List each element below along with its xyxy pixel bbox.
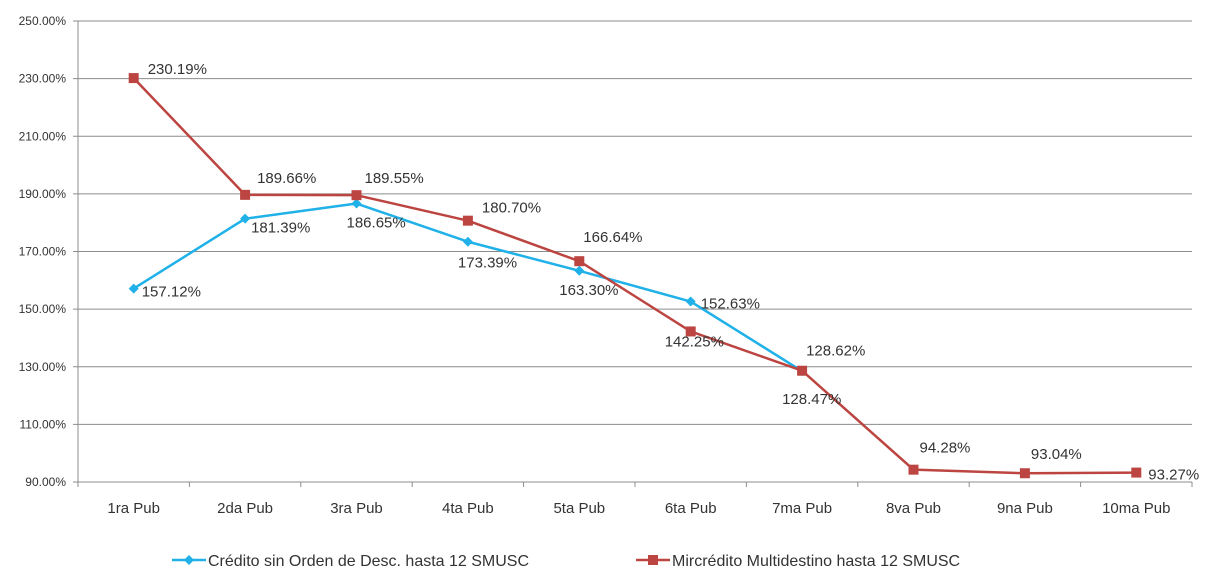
x-tick-label: 5ta Pub — [553, 500, 605, 517]
legend-marker — [184, 555, 194, 565]
series-lines — [132, 77, 1137, 475]
data-label: 166.64% — [583, 229, 642, 246]
y-tick-label: 210.00% — [19, 129, 67, 143]
data-label: 152.63% — [701, 296, 760, 313]
legend-label: Crédito sin Orden de Desc. hasta 12 SMUS… — [208, 553, 529, 570]
x-tick-label: 9na Pub — [997, 500, 1053, 517]
x-tick-label: 3ra Pub — [330, 500, 383, 517]
data-label: 189.66% — [257, 170, 316, 187]
data-label: 142.25% — [665, 333, 724, 350]
legend: Crédito sin Orden de Desc. hasta 12 SMUS… — [172, 553, 960, 570]
data-point-credito — [574, 265, 585, 276]
x-tick-label: 1ra Pub — [107, 500, 160, 517]
y-tick-label: 170.00% — [19, 245, 67, 259]
x-tick-label: 7ma Pub — [772, 500, 832, 517]
data-label: 128.62% — [806, 343, 865, 360]
data-label: 94.28% — [920, 440, 971, 457]
series-line-mircredito — [132, 77, 1137, 475]
data-label: 163.30% — [559, 282, 618, 299]
legend-label: Mircrédito Multidestino hasta 12 SMUSC — [672, 553, 960, 570]
y-axis: 250.00% 230.00% 210.00% 190.00% 170.00% 150.0… — [19, 14, 79, 489]
data-point-mircredito — [1019, 468, 1030, 479]
x-axis: 1ra Pub 2da Pub 3ra Pub 4ta Pub 5ta Pub 6ta P… — [77, 482, 1193, 517]
legend-marker — [648, 555, 658, 565]
y-tick-label: 150.00% — [19, 302, 67, 316]
data-label: 186.65% — [347, 215, 406, 232]
y-tick-label: 250.00% — [19, 14, 67, 28]
data-point-mircredito — [685, 326, 696, 337]
data-label: 93.27% — [1148, 467, 1199, 484]
data-point-mircredito — [908, 464, 919, 475]
data-point-mircredito — [574, 256, 585, 267]
data-point-credito — [351, 198, 362, 209]
x-tick-label: 4ta Pub — [442, 500, 494, 517]
x-tick-label: 6ta Pub — [665, 500, 717, 517]
data-point-mircredito — [128, 73, 139, 84]
x-tick-label: 2da Pub — [217, 500, 273, 517]
x-tick-label: 10ma Pub — [1102, 500, 1170, 517]
data-point-mircredito — [462, 215, 473, 226]
y-tick-label: 190.00% — [19, 187, 67, 201]
data-point-mircredito — [351, 190, 362, 201]
data-label: 189.55% — [365, 170, 424, 187]
data-label: 180.70% — [482, 200, 541, 217]
data-label: 181.39% — [251, 220, 310, 237]
data-label: 93.04% — [1031, 446, 1082, 463]
data-point-credito — [240, 213, 251, 224]
data-label: 173.39% — [458, 255, 517, 272]
data-point-mircredito — [1131, 467, 1142, 478]
y-tick-label: 230.00% — [19, 72, 67, 86]
y-tick-label: 110.00% — [20, 417, 67, 431]
data-label: 157.12% — [142, 284, 201, 301]
y-tick-label: 130.00% — [19, 360, 67, 374]
data-point-credito — [685, 296, 696, 307]
x-tick-label: 8va Pub — [886, 500, 941, 517]
data-point-mircredito — [797, 365, 808, 376]
data-point-mircredito — [240, 189, 251, 200]
series-markers — [128, 73, 1142, 479]
data-labels: 157.12% 181.39% 186.65% 173.39% 163.30% 152.6… — [142, 61, 1199, 484]
data-label: 230.19% — [148, 61, 207, 78]
y-tick-label: 90.00% — [25, 475, 66, 489]
data-label: 128.47% — [782, 391, 841, 408]
data-point-credito — [462, 236, 473, 247]
data-point-credito — [128, 283, 139, 294]
gridlines — [78, 20, 1192, 483]
